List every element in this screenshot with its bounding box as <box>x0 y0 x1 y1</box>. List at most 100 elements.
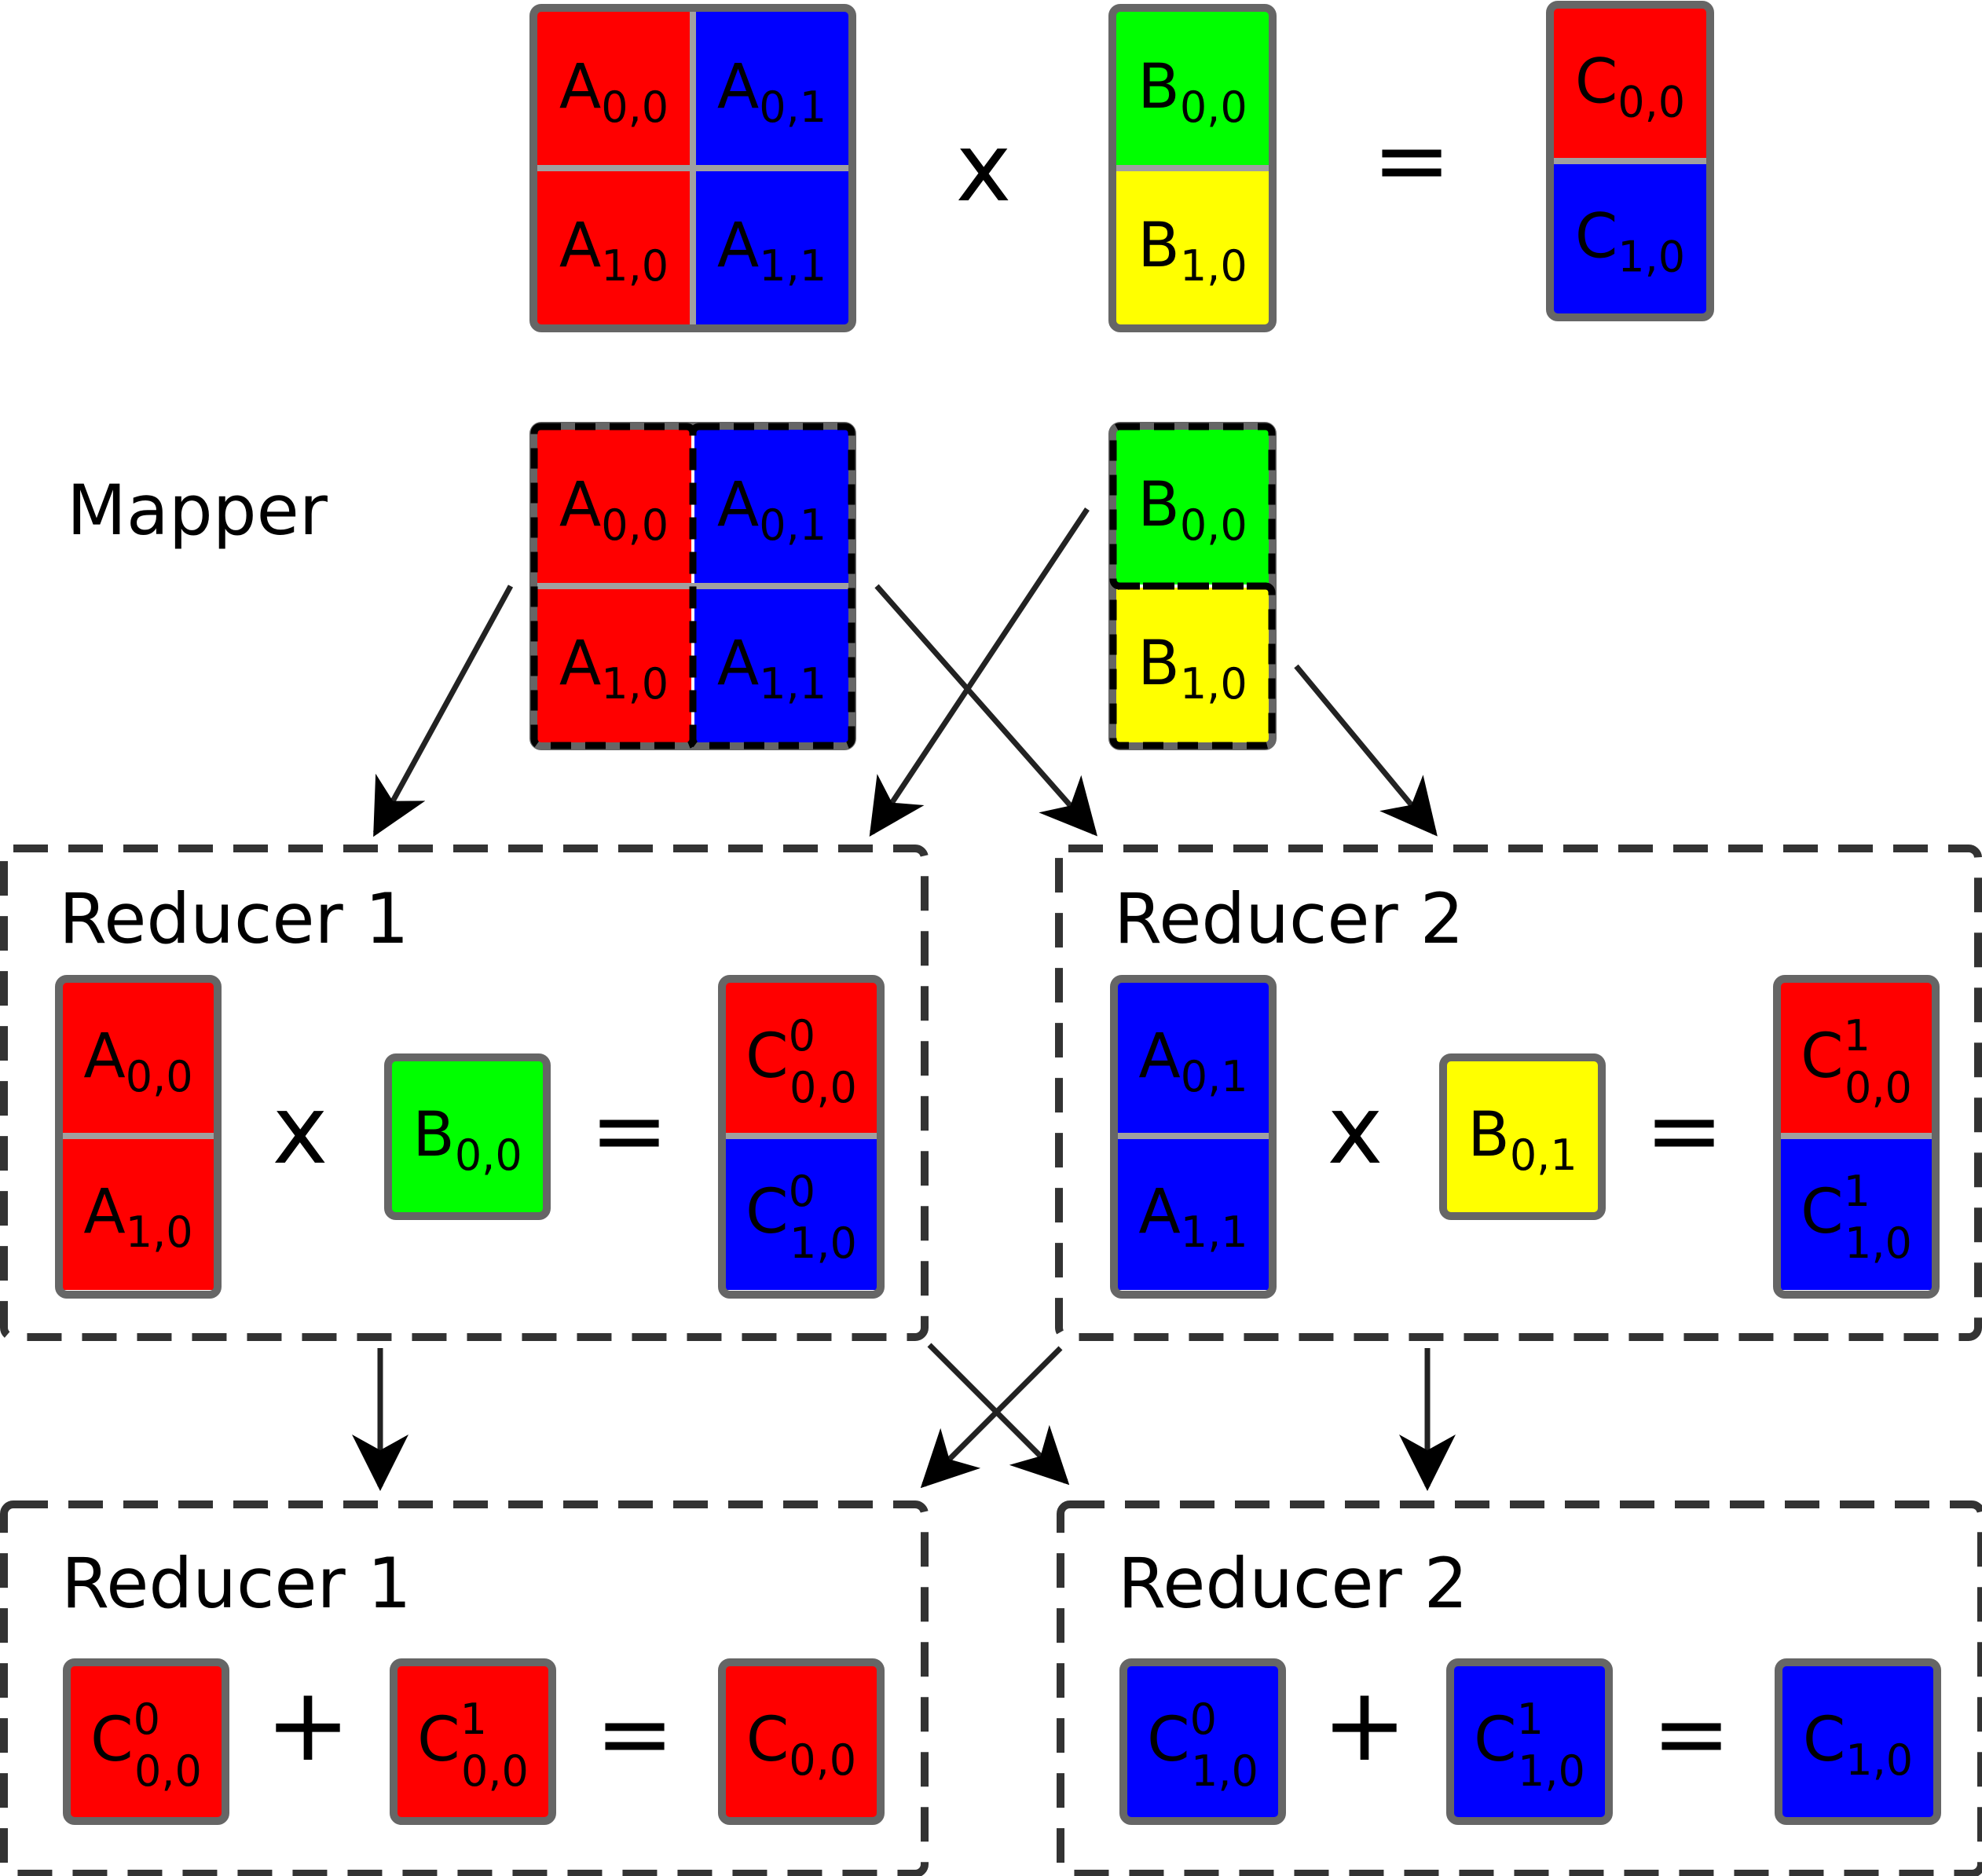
block-label-sub: 1,0 <box>601 659 669 709</box>
block-label-base: B <box>1138 628 1180 699</box>
block-label-sup: 0 <box>1190 1695 1217 1744</box>
reducer-2-multiply-title: Reducer 2 <box>1114 878 1464 959</box>
block-label-subsup: 1 0,0 <box>460 1695 529 1796</box>
block-label-sub: 1,0 <box>1518 1746 1585 1796</box>
block-b-1-0 <box>1116 170 1269 325</box>
block-label-sub: 0,0 <box>134 1746 202 1796</box>
block-a-0-1 <box>1117 982 1269 1134</box>
block-label-sub: 1,0 <box>1617 233 1685 282</box>
block-label-sub: 0,0 <box>1617 78 1685 127</box>
block-label-sub: 0,0 <box>601 500 669 550</box>
block-label-base: A <box>717 470 759 540</box>
block-label: A1,0 <box>559 211 669 291</box>
block-label: C1 1,0 <box>1801 1167 1912 1268</box>
block-a-1-0 <box>537 170 691 325</box>
block-a-1-0 <box>537 588 691 743</box>
matrix-blocks <box>62 8 1934 1818</box>
matrix-c-frame <box>1546 1 1714 321</box>
block-label-sub: 1,0 <box>1180 241 1247 291</box>
reducer-1-c-frame <box>718 975 885 1299</box>
reducer-1-multiply-box <box>0 845 929 1341</box>
block-label: A1,1 <box>717 628 826 709</box>
reducer-2-plus-symbol: + <box>1322 1665 1408 1784</box>
block-c-1-0 <box>1553 163 1707 314</box>
block-label-base: C <box>746 1177 788 1248</box>
block-label-sup: 0 <box>789 1011 815 1061</box>
mapper-a-split-left <box>530 423 697 749</box>
block-label: A0,1 <box>717 52 826 132</box>
arrow-a-col1-to-reducer2 <box>874 584 1097 837</box>
block-label: B0,0 <box>1138 52 1247 132</box>
block-label: A0,0 <box>559 470 669 550</box>
reducer-2-a-frame <box>1110 975 1277 1299</box>
block-b-0-0 <box>1116 11 1269 167</box>
block-c-0-0-0 <box>70 1665 222 1818</box>
reducer-1-sum-term-0-frame <box>63 1658 229 1825</box>
block-label-sub: 0,0 <box>126 1052 193 1101</box>
block-label-subsup: 0 0,0 <box>789 1011 857 1112</box>
block-label-base: A <box>559 52 601 123</box>
block-label-base: A <box>559 470 601 540</box>
block-label: C0,0 <box>1575 47 1685 127</box>
block-c-1-0-1 <box>1453 1665 1606 1818</box>
reducer-2-sum-term-2-frame <box>1775 1658 1941 1825</box>
mapper-b-split-bottom <box>1109 582 1276 749</box>
block-b-0-1 <box>1446 1061 1599 1213</box>
mapper-label: Mapper <box>67 470 328 551</box>
block-label-sup: 1 <box>1844 1011 1870 1061</box>
reducer-2-equals-symbol: = <box>1645 1076 1724 1185</box>
block-label-sub: 0,0 <box>601 82 669 132</box>
arrow-b-row0-to-reducer1 <box>869 507 1090 837</box>
block-label-base: A <box>1138 1021 1180 1092</box>
reducer-2-b-frame <box>1439 1053 1606 1220</box>
block-label-sub: 1,0 <box>126 1207 193 1257</box>
reducer-1-b-frame <box>384 1053 551 1220</box>
block-a-0-0 <box>537 11 691 167</box>
block-label-base: C <box>90 1705 133 1775</box>
block-b-0-0 <box>1116 429 1269 584</box>
block-label-sub: 1,1 <box>759 241 826 291</box>
block-label-base: A <box>717 628 759 699</box>
arrow-b-row1-to-reducer2 <box>1294 664 1438 837</box>
block-label-subsup: 1 1,0 <box>1517 1695 1585 1796</box>
reducer-1-a-frame <box>55 975 222 1299</box>
block-a-0-1 <box>694 11 849 167</box>
block-label-base: C <box>1575 202 1617 273</box>
block-label-sub: 0,0 <box>790 1063 857 1112</box>
reducer-2-c-frame <box>1773 975 1940 1299</box>
block-label-sub: 0,1 <box>1181 1052 1248 1101</box>
block-a-0-1 <box>694 429 849 584</box>
block-label-sub: 0,1 <box>759 82 826 132</box>
reducer-1-multiply-title: Reducer 1 <box>59 878 409 959</box>
block-label-base: B <box>1467 1100 1510 1171</box>
arrow-a-col0-to-reducer1 <box>372 584 514 837</box>
block-label: B0,0 <box>1138 470 1247 550</box>
block-label-sub: 1,1 <box>1181 1207 1248 1257</box>
block-label-base: B <box>1138 52 1180 123</box>
block-label-sub: 0,0 <box>461 1746 529 1796</box>
block-label: A1,0 <box>559 628 669 709</box>
block-label: A1,1 <box>1138 1177 1247 1257</box>
block-label-subsup: 0 1,0 <box>1190 1695 1258 1796</box>
mapper-a-split-right <box>689 423 855 749</box>
block-label-base: C <box>1575 47 1617 118</box>
block-c-1-0 <box>1782 1665 1934 1818</box>
reducer-1-plus-symbol: + <box>266 1665 351 1784</box>
block-label: A0,1 <box>717 470 826 550</box>
block-c-0-0-1 <box>1780 982 1933 1134</box>
block-label: C1,0 <box>1575 202 1685 282</box>
block-label-base: B <box>1138 470 1180 540</box>
block-label-sup: 0 <box>789 1167 815 1216</box>
block-label: A1,0 <box>83 1177 192 1257</box>
block-label: C1 0,0 <box>1801 1011 1912 1112</box>
block-label-sub: 1,1 <box>759 659 826 709</box>
block-b-1-0 <box>1116 588 1269 743</box>
block-a-1-1 <box>694 170 849 325</box>
labels: A0,0 A0,1A1,0 A1,1xB0,0B1,0=C0,0C1,0Mapper… <box>59 47 1913 1797</box>
block-label-base: C <box>1803 1705 1845 1775</box>
block-label-sub: 1,0 <box>1191 1746 1258 1796</box>
equals-symbol: = <box>1372 106 1452 215</box>
block-label-base: C <box>746 1021 788 1092</box>
block-label-base: C <box>1147 1705 1189 1775</box>
block-c-0-0-1 <box>397 1665 549 1818</box>
